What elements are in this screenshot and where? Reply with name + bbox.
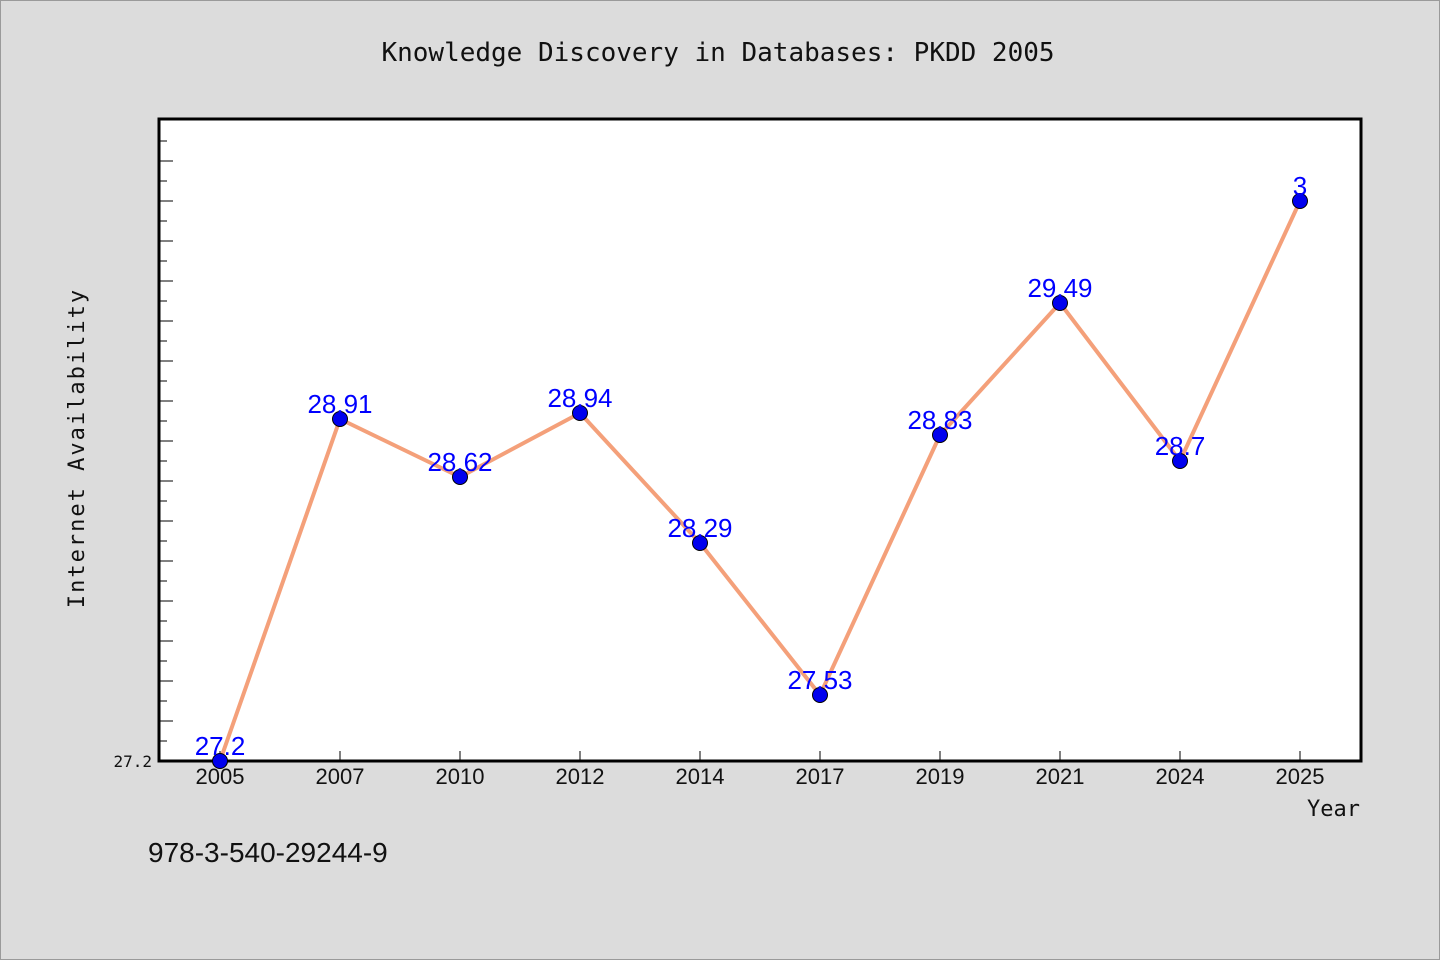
series-line [218,200,1302,762]
x-axis-tick-labels: 2005 2007 2010 2012 2014 2017 2019 2021 2024 2025 [196,764,1325,789]
data-point [452,469,468,485]
data-point [1052,295,1068,311]
plot-area [157,117,1363,763]
data-label: 28.91 [307,389,372,419]
y-axis-tick-labels: 27.2 [113,752,152,771]
x-axis-label: Year [1307,797,1360,822]
data-point [212,753,228,769]
y-axis-label: Internet Availability [65,288,90,608]
data-label: 28.83 [907,405,972,435]
data-point [572,405,588,421]
data-label: 28.29 [667,513,732,543]
x-tick-label: 2007 [316,764,365,789]
x-tick-label: 2012 [556,764,605,789]
data-label: 28.94 [547,383,612,413]
data-label: 3 [1293,171,1307,201]
data-label: 27.2 [195,731,246,761]
x-tick-label: 2014 [676,764,725,789]
x-tick-label: 2025 [1276,764,1325,789]
x-tick-label: 2017 [796,764,845,789]
data-point [932,427,948,443]
y-axis-ticks [159,140,173,762]
data-point [1172,453,1188,469]
data-label: 27.53 [787,665,852,695]
x-tick-label: 2019 [916,764,965,789]
data-label: 28.7 [1155,431,1206,461]
data-point [1292,193,1308,209]
data-label: 29.49 [1027,273,1092,303]
y-tick-label: 27.2 [113,752,152,771]
data-labels: 27.2 28.91 28.62 28.94 28.29 27.53 28.83 29.49 2… [195,171,1308,761]
data-markers [212,193,1308,769]
chart-title: Knowledge Discovery in Databases: PKDD 2… [381,38,1054,68]
data-point [332,411,348,427]
x-tick-label: 2010 [436,764,485,789]
isbn-footer: 978-3-540-29244-9 [148,837,388,868]
x-tick-label: 2021 [1036,764,1085,789]
x-tick-label: 2024 [1156,764,1205,789]
data-label: 28.62 [427,447,492,477]
data-point [692,535,708,551]
data-point [812,687,828,703]
